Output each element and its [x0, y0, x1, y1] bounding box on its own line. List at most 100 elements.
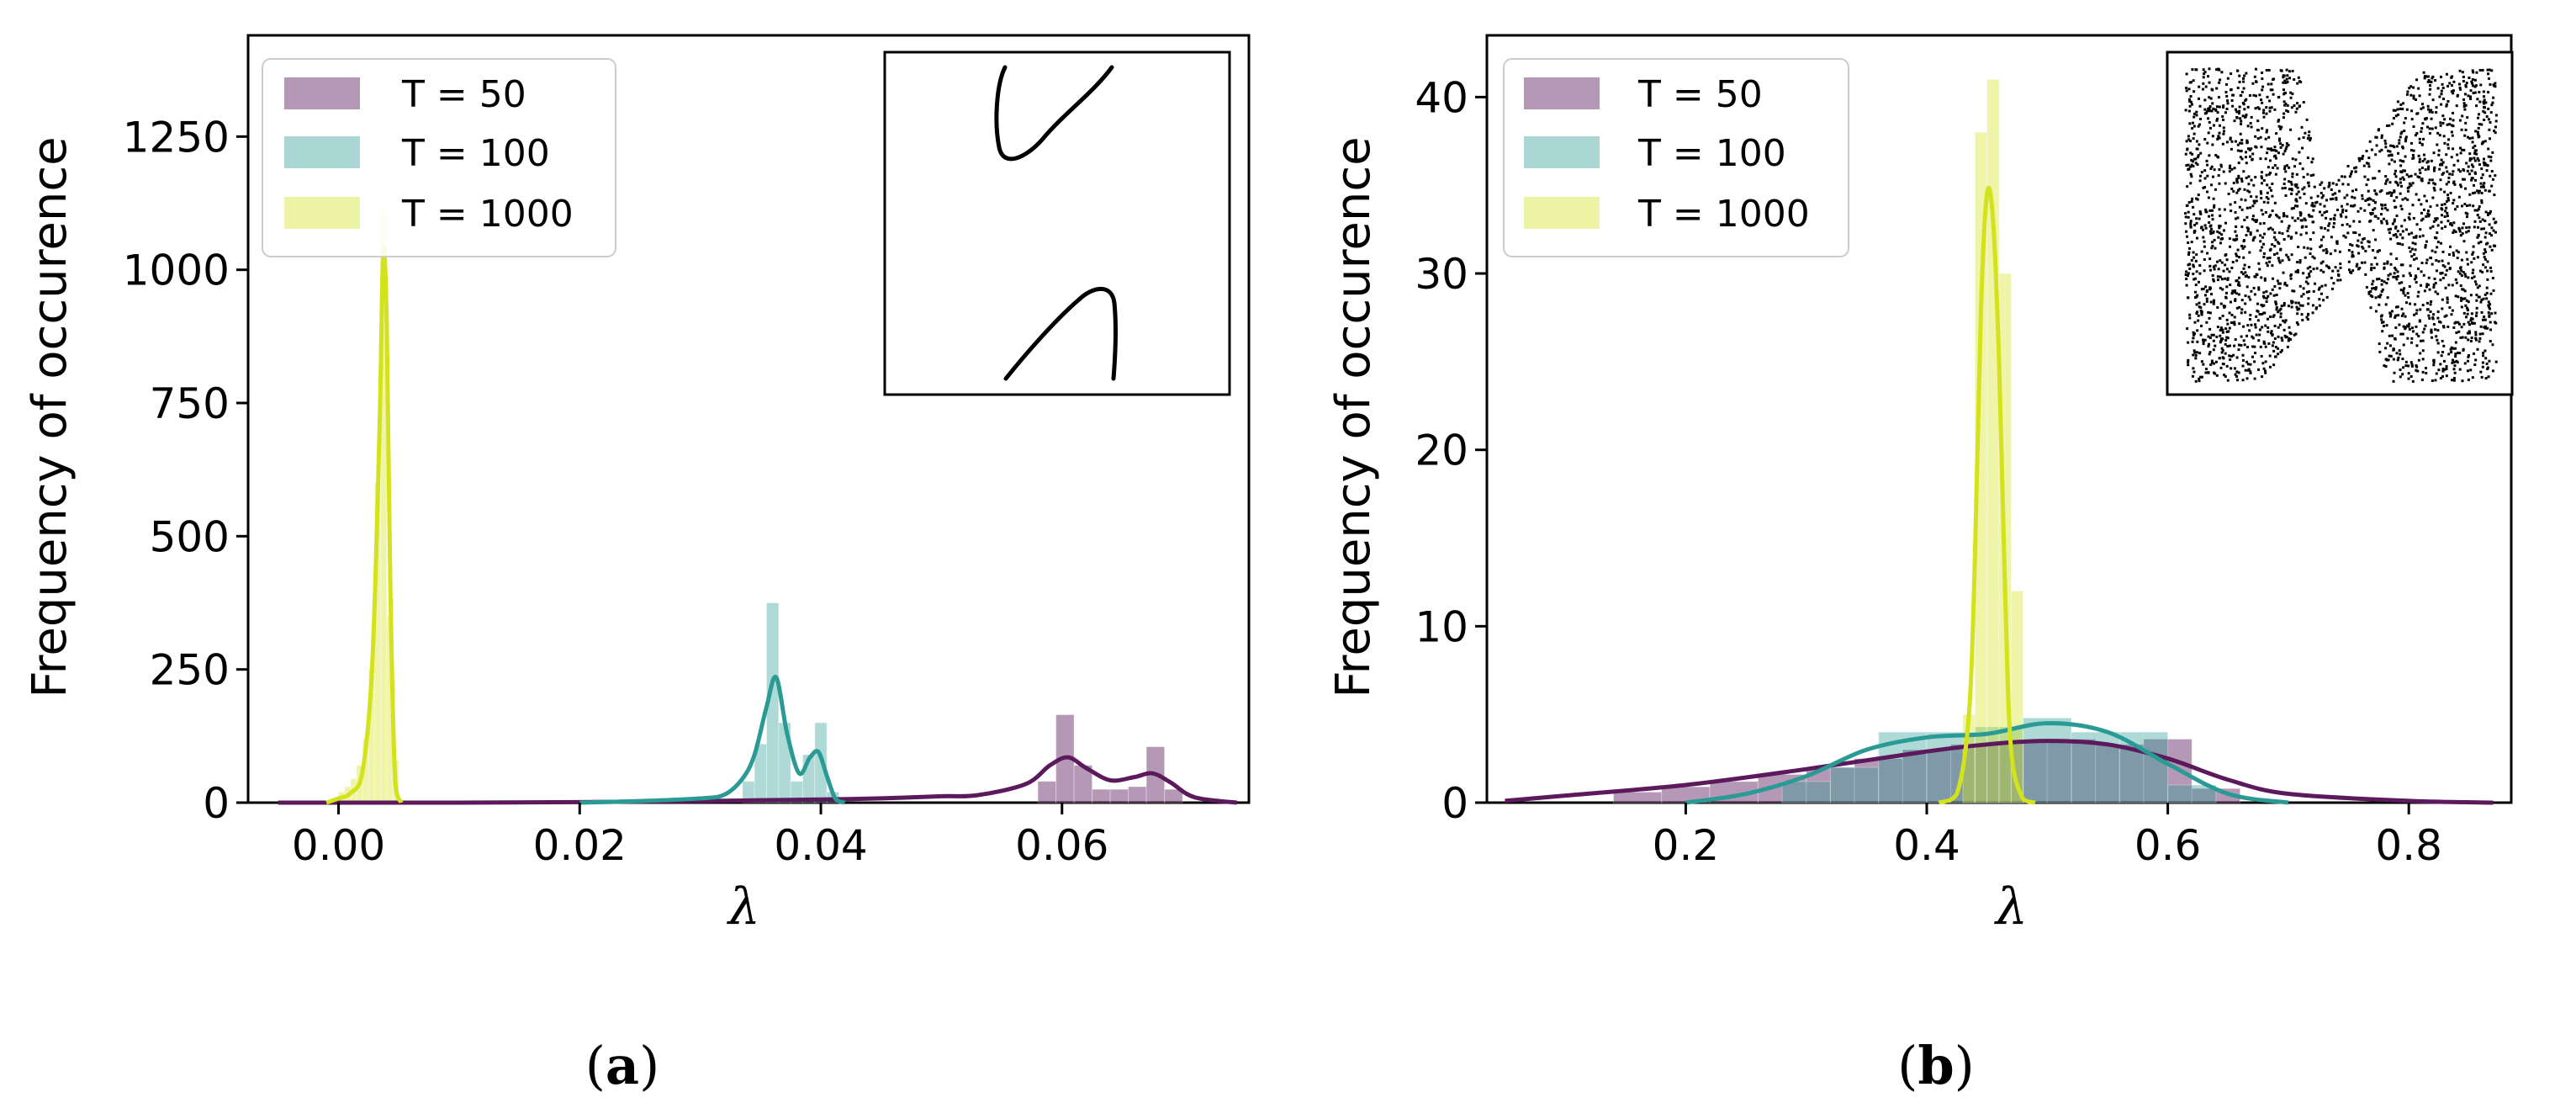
inset-point-1865 — [2422, 208, 2425, 211]
inset-point-426 — [2383, 325, 2386, 328]
inset-point-2083 — [2453, 208, 2457, 211]
inset-point-1603 — [2205, 290, 2208, 294]
inset-point-2422 — [2408, 218, 2411, 221]
inset-point-848 — [2482, 90, 2485, 93]
inset-point-1073 — [2452, 111, 2455, 114]
inset-point-609 — [2185, 72, 2188, 76]
inset-point-2191 — [2460, 326, 2463, 329]
inset-point-740 — [2245, 162, 2248, 165]
inset-point-2171 — [2195, 110, 2198, 114]
inset-point-73 — [2278, 323, 2282, 326]
inset-point-1372 — [2376, 278, 2379, 281]
inset-point-1335 — [2415, 325, 2418, 328]
inset-point-410 — [2346, 194, 2349, 197]
inset-point-1697 — [2431, 77, 2434, 80]
inset-point-1211 — [2212, 279, 2215, 283]
inset-point-828 — [2277, 96, 2280, 99]
inset-point-1298 — [2485, 169, 2489, 172]
inset-point-1263 — [2198, 104, 2202, 108]
inset-point-1118 — [2484, 101, 2488, 104]
inset-point-2159 — [2324, 284, 2327, 287]
inset-point-2497 — [2446, 146, 2450, 150]
inset-point-2518 — [2293, 183, 2297, 187]
inset-point-2192 — [2489, 321, 2492, 324]
inset-point-873 — [2420, 378, 2424, 381]
inset-point-2350 — [2421, 217, 2425, 220]
inset-point-2195 — [2476, 256, 2479, 259]
inset-point-1121 — [2374, 153, 2378, 156]
inset-point-2347 — [2454, 341, 2457, 344]
inset-point-260 — [2489, 266, 2492, 269]
inset-point-901 — [2261, 101, 2264, 104]
inset-point-2119 — [2263, 277, 2267, 280]
inset-point-2136 — [2188, 313, 2192, 316]
inset-point-1205 — [2454, 353, 2457, 356]
inset-point-1241 — [2417, 358, 2420, 362]
inset-point-2433 — [2282, 214, 2286, 217]
legend-box-a — [262, 58, 616, 257]
inset-point-2017 — [2273, 146, 2277, 149]
inset-point-890 — [2328, 183, 2331, 187]
inset-point-1609 — [2237, 174, 2240, 178]
inset-point-1421 — [2191, 160, 2194, 163]
inset-point-857 — [2271, 148, 2274, 151]
inset-point-1647 — [2372, 266, 2376, 269]
inset-point-472 — [2209, 232, 2213, 236]
inset-point-148 — [2429, 310, 2432, 313]
inset-point-1308 — [2268, 256, 2272, 259]
inset-point-707 — [2486, 260, 2489, 263]
inset-point-161 — [2187, 109, 2191, 113]
inset-point-742 — [2367, 292, 2371, 295]
inset-point-1268 — [2243, 343, 2246, 347]
inset-point-1387 — [2268, 354, 2272, 358]
inset-point-1050 — [2335, 183, 2338, 186]
inset-point-1912 — [2473, 225, 2476, 229]
inset-point-1910 — [2429, 87, 2432, 91]
inset-point-507 — [2393, 146, 2396, 149]
inset-point-35 — [2272, 315, 2275, 318]
inset-point-1677 — [2254, 135, 2257, 138]
inset-point-2189 — [2293, 289, 2296, 293]
legend-swatch-t50-a — [284, 77, 360, 109]
inset-point-1376 — [2293, 333, 2296, 337]
inset-point-1960 — [2385, 179, 2388, 183]
inset-point-2339 — [2479, 185, 2483, 188]
inset-point-408 — [2283, 334, 2287, 337]
inset-point-2223 — [2450, 156, 2453, 159]
inset-point-638 — [2261, 85, 2265, 88]
inset-point-2380 — [2303, 246, 2306, 249]
y-tick-label-b-2: 20 — [1415, 427, 1468, 475]
inset-point-903 — [2409, 183, 2413, 187]
y-tick-label-b-4: 40 — [1415, 73, 1468, 122]
inset-point-1273 — [2452, 170, 2455, 173]
inset-point-1740 — [2435, 111, 2438, 114]
y-axis-label-a: Frequency of occurence — [23, 136, 77, 697]
inset-point-773 — [2487, 304, 2490, 307]
inset-point-1927 — [2433, 277, 2436, 280]
inset-point-338 — [2480, 191, 2483, 194]
inset-point-2066 — [2362, 247, 2365, 250]
inset-point-2282 — [2186, 327, 2189, 331]
inset-point-2001 — [2406, 187, 2409, 190]
inset-point-840 — [2231, 261, 2235, 264]
inset-point-2329 — [2419, 308, 2422, 311]
inset-point-649 — [2365, 150, 2368, 153]
inset-point-846 — [2212, 333, 2215, 337]
inset-point-1479 — [2400, 225, 2404, 228]
inset-point-2147 — [2429, 80, 2432, 83]
inset-point-639 — [2227, 330, 2230, 333]
inset-point-2046 — [2389, 227, 2393, 231]
inset-point-735 — [2187, 251, 2191, 254]
inset-point-244 — [2187, 163, 2190, 167]
inset-point-2412 — [2255, 315, 2258, 318]
inset-point-1941 — [2446, 215, 2449, 218]
inset-point-105 — [2425, 285, 2428, 289]
inset-point-2084 — [2430, 257, 2433, 260]
inset-point-2120 — [2193, 230, 2196, 233]
inset-point-1430 — [2437, 320, 2441, 323]
inset-point-366 — [2417, 154, 2420, 157]
inset-point-562 — [2219, 259, 2222, 262]
inset-point-270 — [2249, 233, 2252, 236]
inset-point-1921 — [2464, 187, 2468, 190]
inset-point-962 — [2346, 223, 2349, 226]
